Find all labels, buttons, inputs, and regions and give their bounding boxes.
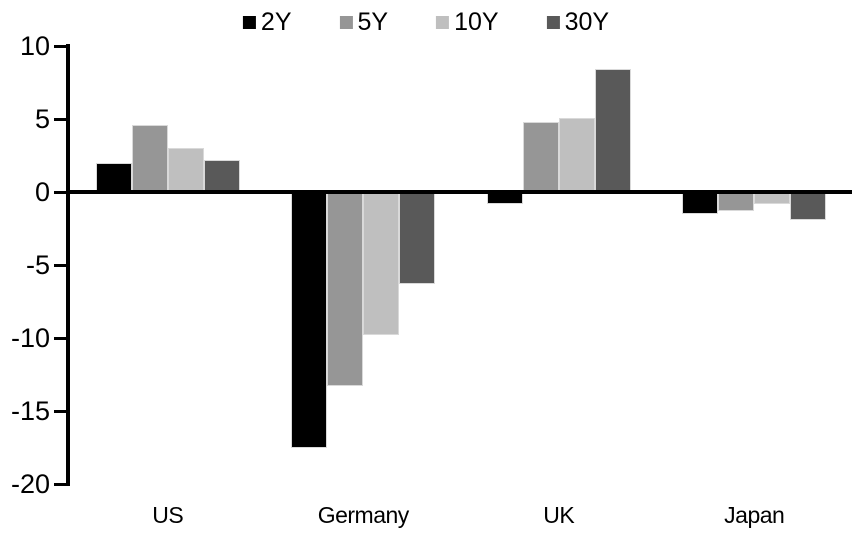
y-tick-label: -20 [10,469,50,499]
y-tick-mark [54,336,66,340]
legend-swatch-icon [436,15,450,29]
y-tick-label: 10 [19,31,50,61]
y-tick-label: -10 [10,323,50,353]
y-tick-label: 5 [34,104,50,134]
bar-uk-5y [522,121,559,192]
bar-japan-2y [682,192,719,214]
legend-label: 5Y [357,8,389,36]
y-tick-mark [54,409,66,413]
y-tick-label: -15 [10,396,50,426]
bar-germany-30y [399,192,436,284]
legend-swatch-icon [339,15,353,29]
legend-item-10y: 10Y [436,8,499,36]
x-axis-label-germany: Germany [317,502,410,528]
legend-item-2y: 2Y [242,8,292,36]
bar-us-30y [203,159,240,192]
y-tick-mark [54,263,66,267]
legend-swatch-icon [242,15,256,29]
legend-label: 2Y [260,8,292,36]
y-tick-label: 0 [34,177,50,207]
legend-item-30y: 30Y [546,8,610,36]
y-tick-mark [54,117,66,121]
chart-legend: 2Y 5Y 10Y 30Y [242,8,610,36]
legend-item-5y: 5Y [339,8,389,36]
bar-germany-10y [363,192,400,336]
bar-us-5y [131,124,168,192]
x-axis-label-uk: UK [543,502,575,528]
x-axis-label-us: US [152,502,184,528]
legend-label: 10Y [454,8,499,36]
bar-germany-2y [291,192,328,448]
bar-germany-5y [327,192,364,387]
x-axis-label-japan: Japan [724,502,785,528]
y-axis-line [66,44,70,486]
legend-label: 30Y [564,8,610,36]
legend-swatch-icon [546,15,560,29]
bar-japan-5y [718,192,755,211]
zero-baseline [70,190,852,194]
bar-us-10y [167,148,204,192]
y-tick-label: -5 [25,250,50,280]
bar-uk-30y [594,69,631,192]
y-tick-mark [54,44,66,48]
y-tick-mark [54,482,66,486]
bar-uk-10y [558,117,595,192]
bar-japan-30y [790,192,827,220]
bar-us-2y [95,162,132,192]
y-tick-mark [54,190,66,194]
